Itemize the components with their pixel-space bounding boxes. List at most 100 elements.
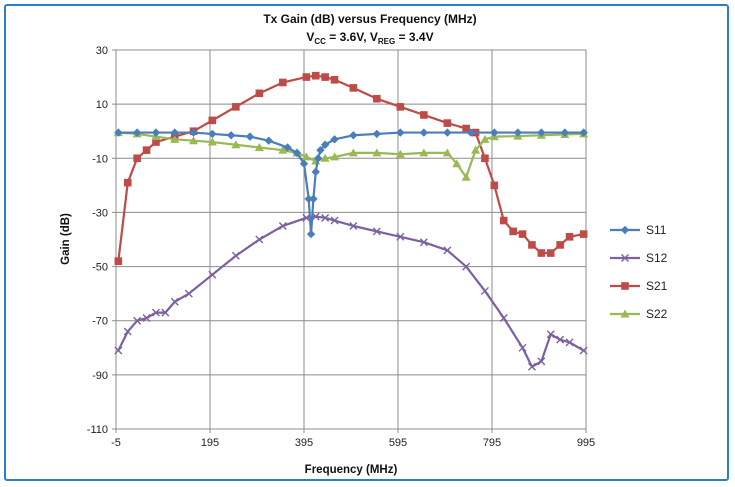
y-tick-label: 10	[96, 99, 108, 111]
x-axis-title: Frequency (MHz)	[305, 464, 398, 476]
data-point-s11	[320, 140, 330, 149]
data-point-s12	[579, 346, 588, 355]
data-point-s21	[481, 154, 489, 163]
y-axis-ticks: 30 10 -10 -30 -50 -70 -90 -110	[87, 45, 116, 436]
x-tick-label: 795	[483, 437, 501, 449]
data-point-s11	[226, 131, 236, 140]
data-point-s12	[537, 357, 546, 366]
data-point-s11	[316, 145, 325, 155]
data-point-s22	[170, 134, 180, 143]
chart-subtitle: VCC = 3.6V, VREG = 3.4V	[306, 30, 433, 46]
data-point-s21	[499, 216, 508, 225]
data-point-s11	[419, 128, 429, 137]
data-point-s22	[189, 136, 199, 145]
marker-stroke	[349, 221, 358, 230]
data-point-s21	[579, 230, 588, 238]
marker-stroke	[123, 327, 132, 336]
marker-stroke	[527, 362, 536, 371]
data-point-s11	[466, 128, 476, 137]
data-point-s22	[254, 142, 264, 151]
data-point-s11	[151, 128, 161, 137]
data-point-s21	[556, 241, 564, 249]
data-point-s11	[189, 128, 198, 137]
data-point-s21	[420, 111, 428, 119]
series-s12	[114, 212, 588, 371]
data-point-s12	[546, 330, 555, 339]
data-point-s21	[509, 227, 517, 236]
data-point-s11	[349, 131, 358, 140]
data-point-s21	[518, 230, 527, 238]
series-line-s22	[118, 131, 584, 179]
data-point-s11	[490, 128, 499, 137]
data-point-s21	[279, 78, 287, 87]
data-point-s11	[311, 167, 320, 177]
data-point-s21	[443, 119, 452, 127]
y-tick-label: -110	[87, 424, 108, 436]
data-point-s12	[527, 362, 536, 371]
marker-stroke	[255, 235, 264, 244]
data-point-s12	[302, 213, 311, 222]
data-point-s22	[348, 148, 358, 157]
marker-stroke	[546, 330, 555, 339]
marker-stroke	[161, 308, 170, 317]
legend-label: S21	[646, 279, 668, 293]
data-point-s11	[304, 194, 313, 204]
data-point-s12	[231, 251, 240, 260]
y-tick-label: -30	[92, 207, 108, 219]
data-point-s11	[330, 135, 339, 144]
data-point-s22	[330, 152, 340, 161]
data-point-s22	[231, 140, 241, 149]
y-tick-label: -90	[92, 370, 108, 382]
data-point-s12	[170, 297, 179, 306]
legend-item-s12: S12	[610, 251, 668, 265]
data-point-s12	[499, 314, 508, 323]
marker-stroke	[151, 308, 160, 317]
y-tick-label: -50	[92, 262, 108, 274]
data-point-s12	[419, 238, 428, 247]
marker-stroke	[311, 212, 320, 221]
legend-label: S11	[646, 223, 667, 237]
legend-item-s11: S11	[610, 223, 667, 237]
data-point-s12	[565, 338, 574, 347]
legend-label: S22	[646, 307, 668, 321]
data-point-s22	[301, 152, 311, 161]
data-point-s12	[184, 289, 193, 298]
data-point-s22	[452, 159, 462, 168]
data-point-s11	[264, 136, 273, 145]
marker-stroke	[565, 338, 574, 347]
marker-stroke	[462, 262, 471, 271]
y-tick-label: 30	[96, 45, 108, 57]
data-point-s12	[480, 286, 489, 295]
data-point-s11	[114, 128, 123, 137]
data-point-s21	[373, 94, 381, 103]
data-point-s11	[513, 128, 523, 137]
marker-stroke	[396, 232, 405, 241]
data-point-s21	[123, 178, 132, 187]
data-point-s22	[372, 148, 382, 157]
x-tick-label: 195	[201, 437, 219, 449]
data-point-s21	[330, 75, 339, 84]
data-point-s11	[309, 194, 318, 204]
data-point-s12	[349, 221, 358, 230]
data-point-s22	[461, 172, 471, 181]
data-point-s22	[471, 145, 481, 154]
marker-stroke	[556, 335, 565, 344]
data-point-s12	[151, 308, 160, 317]
data-point-s11	[560, 128, 570, 137]
data-point-s11	[299, 159, 309, 168]
data-point-s22	[278, 145, 288, 154]
data-point-s11	[306, 229, 316, 239]
data-point-s21	[232, 103, 240, 111]
data-point-s12	[142, 314, 151, 323]
series-group	[113, 71, 589, 371]
marker-stroke	[278, 221, 287, 230]
legend-marker	[621, 254, 629, 262]
x-tick-label: 395	[295, 437, 313, 449]
data-point-s22	[419, 148, 429, 157]
data-point-s11	[443, 128, 452, 137]
grid	[115, 49, 587, 430]
data-point-s11	[245, 132, 255, 141]
data-point-s11	[170, 128, 179, 137]
marker-stroke	[231, 251, 240, 260]
